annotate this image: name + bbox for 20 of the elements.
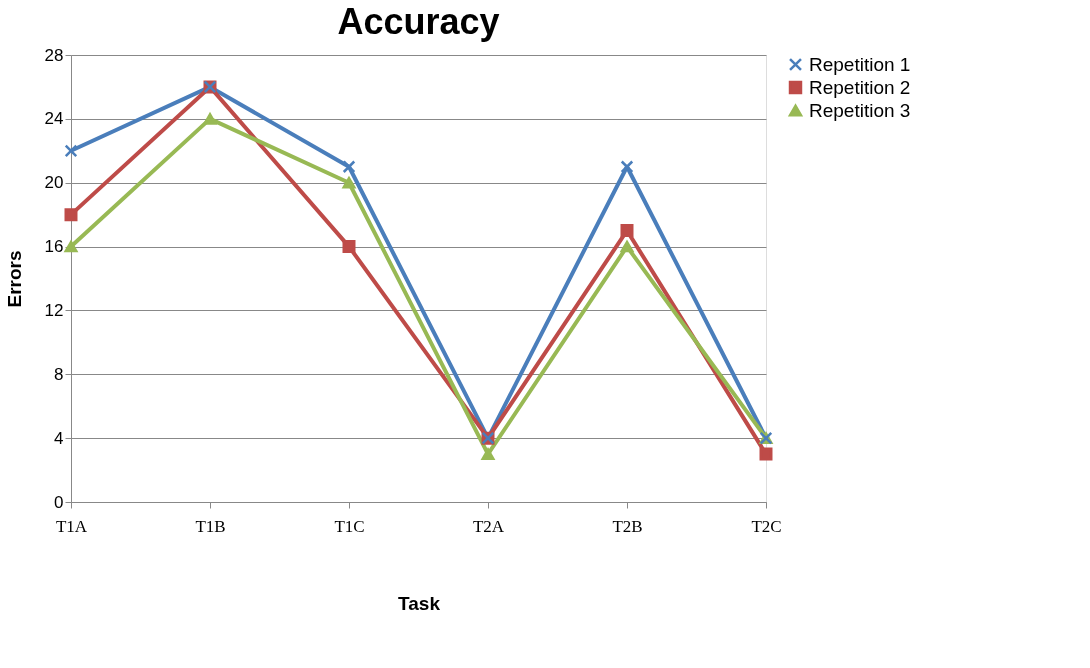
x-tick-label: T1C: [334, 516, 365, 536]
x-axis-title: Task: [398, 592, 441, 614]
x-tick-label: T2B: [612, 516, 643, 536]
x-tick-label: T1A: [55, 516, 88, 536]
y-tick-label: 0: [54, 492, 64, 512]
y-tick-label: 24: [44, 109, 64, 129]
y-tick-label: 20: [44, 173, 64, 193]
x-tick-label: T2A: [472, 516, 505, 536]
y-tick-label: 4: [54, 428, 64, 448]
legend-label: Repetition 3: [809, 99, 911, 121]
x-tick-label: T1B: [195, 516, 226, 536]
y-tick-label: 28: [44, 45, 64, 65]
chart-title: Accuracy: [337, 1, 500, 42]
legend-label: Repetition 2: [809, 76, 911, 98]
y-tick-label: 16: [44, 237, 64, 257]
y-tick-label: 8: [54, 364, 64, 384]
x-tick-label: T2C: [751, 516, 782, 536]
y-tick-label: 12: [44, 300, 64, 320]
y-axis-title: Errors: [3, 250, 25, 308]
legend-label: Repetition 1: [809, 53, 911, 75]
